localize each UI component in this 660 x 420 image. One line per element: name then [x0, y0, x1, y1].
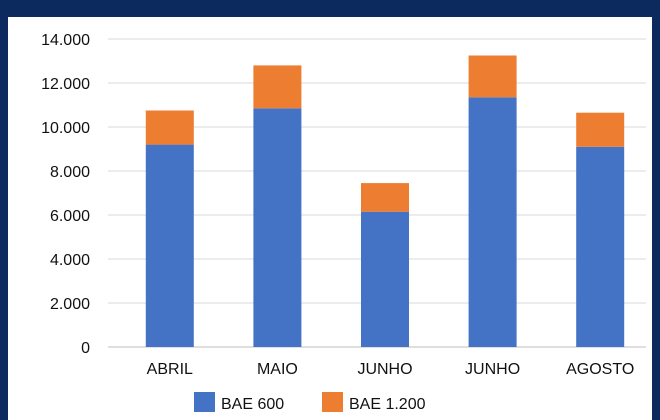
bar-bae-600: [468, 97, 517, 347]
legend-label: BAE 1.200: [349, 396, 426, 413]
y-tick-label: 6.000: [50, 208, 90, 225]
x-category-label: ABRIL: [147, 361, 193, 378]
legend-label: BAE 600: [221, 396, 284, 413]
y-tick-label: 10.000: [41, 120, 90, 137]
x-category-label: JUNHO: [357, 361, 412, 378]
bar-bae-600: [361, 211, 409, 347]
legend-swatch: [322, 392, 343, 412]
y-tick-label: 8.000: [50, 164, 90, 181]
chart-panel: 0 2.000 4.000 6.000 8.000 10.000 12.000 14.000 …: [8, 17, 652, 420]
legend-swatch: [194, 392, 215, 412]
bars: [145, 55, 625, 347]
bar-bae-600: [576, 146, 625, 347]
bar-bae-1200: [468, 55, 517, 98]
y-tick-label: 12.000: [41, 76, 90, 93]
bar-bae-600: [145, 144, 194, 347]
y-tick-label: 14.000: [41, 32, 90, 49]
bar-bae-1200: [576, 112, 625, 147]
x-category-label: MAIO: [257, 361, 298, 378]
y-tick-label: 4.000: [50, 252, 90, 269]
legend: BAE 600 BAE 1.200: [194, 392, 426, 413]
bar-bae-1200: [253, 65, 302, 109]
y-axis-tick-labels: 0 2.000 4.000 6.000 8.000 10.000 12.000 14.000: [41, 32, 90, 357]
y-tick-label: 2.000: [50, 296, 90, 313]
x-axis-category-labels: ABRIL MAIO JUNHO JUNHO AGOSTO: [147, 361, 635, 378]
bar-bae-1200: [145, 110, 194, 145]
x-category-label: AGOSTO: [566, 361, 634, 378]
stacked-bar-chart: 02.0004.0006.0008.00010.00012.00014.000 …: [41, 32, 646, 413]
x-category-label: JUNHO: [465, 361, 520, 378]
bar-bae-1200: [361, 183, 409, 212]
y-tick-label: 0: [81, 340, 90, 357]
bar-bae-600: [253, 108, 302, 347]
